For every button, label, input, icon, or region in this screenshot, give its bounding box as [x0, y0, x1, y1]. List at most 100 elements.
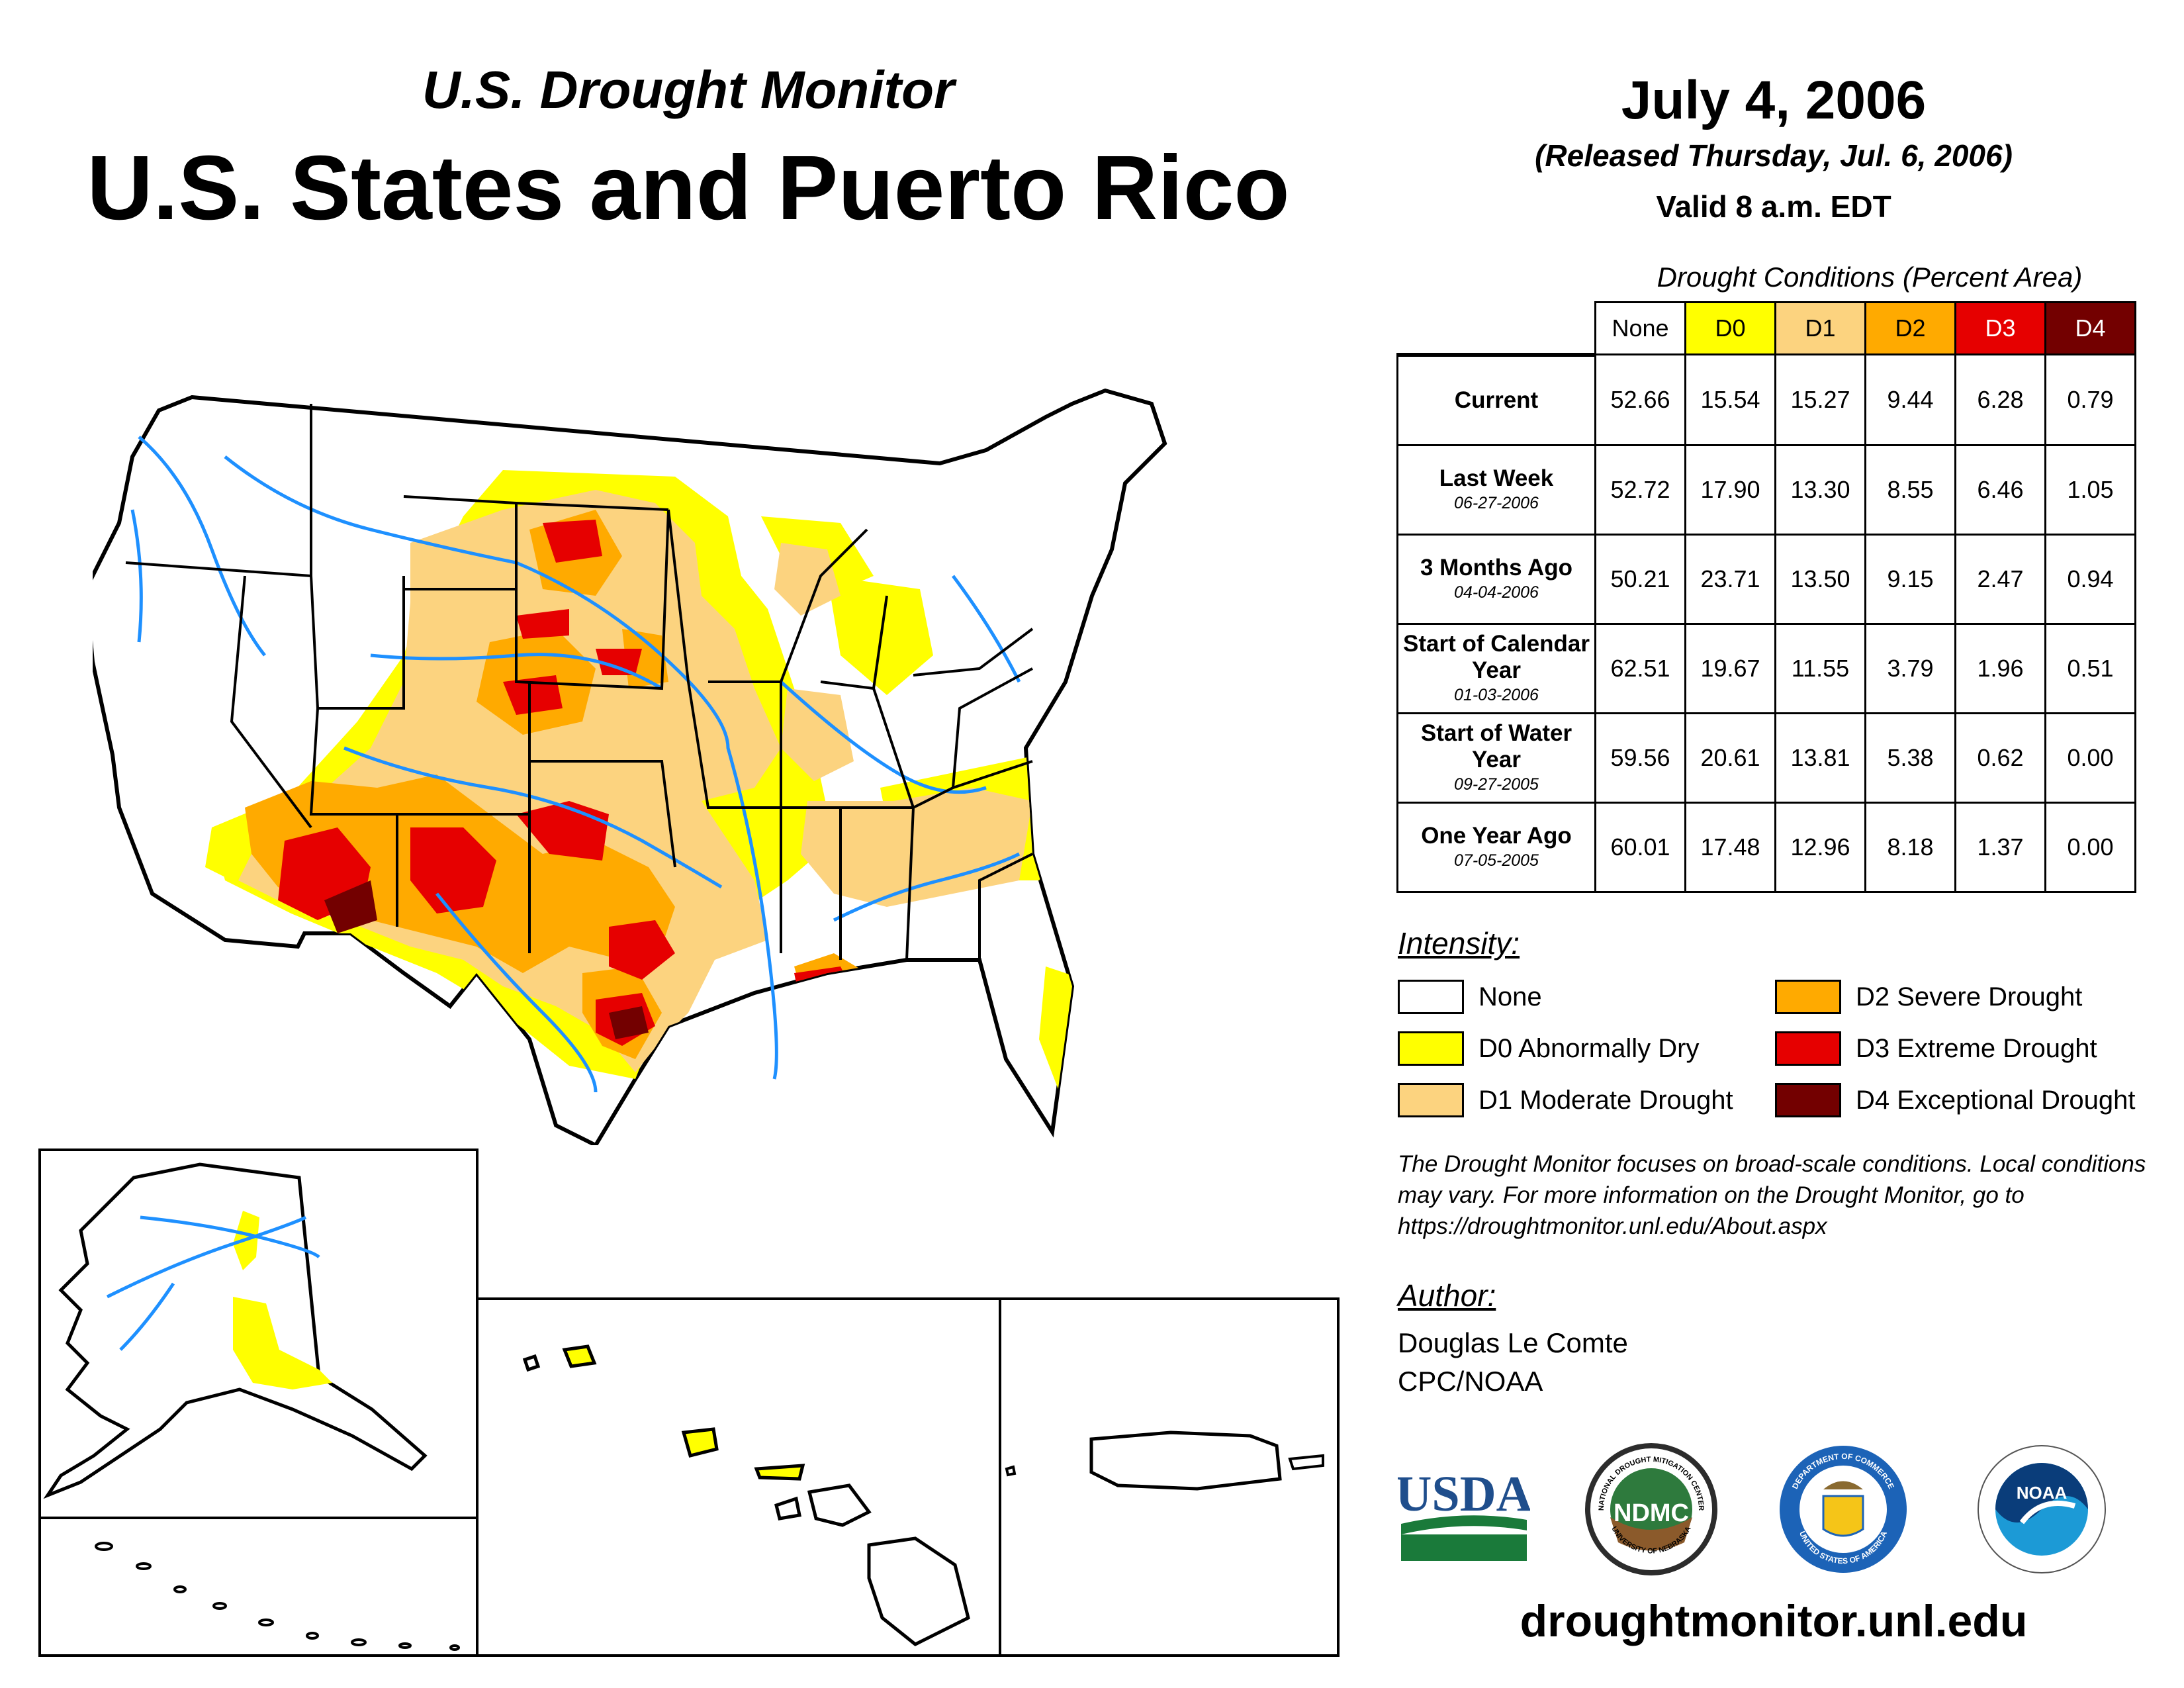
- row-label: Last Week 06-27-2006: [1396, 444, 1596, 536]
- svg-text:NDMC: NDMC: [1614, 1499, 1689, 1527]
- table-cell: 5.38: [1864, 712, 1956, 804]
- col-header-none: None: [1594, 301, 1686, 355]
- table-cell: 8.55: [1864, 444, 1956, 536]
- legend-swatch: [1398, 980, 1464, 1014]
- legend-swatch: [1398, 1083, 1464, 1117]
- legend-item-d3: D3 Extreme Drought: [1775, 1029, 2097, 1068]
- table-cell: 0.00: [2044, 712, 2136, 804]
- legend-swatch: [1775, 1031, 1841, 1066]
- legend-item-d0: D0 Abnormally Dry: [1398, 1029, 1699, 1068]
- row-label: Current: [1396, 353, 1596, 446]
- table-cell: 1.05: [2044, 444, 2136, 536]
- aleutians-inset: [38, 1517, 478, 1657]
- legend-item-d2: D2 Severe Drought: [1775, 978, 2082, 1016]
- table-row: Current 52.66 15.54 15.27 9.44 6.28 0.79: [1396, 353, 2136, 446]
- table-cell: 20.61: [1684, 712, 1776, 804]
- puerto-rico-inset: [999, 1297, 1340, 1657]
- row-label: Start of Calendar Year 01-03-2006: [1396, 622, 1596, 714]
- table-cell: 3.79: [1864, 622, 1956, 714]
- table-cell: 52.72: [1594, 444, 1686, 536]
- table-cell: 13.50: [1774, 533, 1866, 625]
- table-cell: 60.01: [1594, 801, 1686, 893]
- puerto-rico-map: [1005, 1430, 1324, 1491]
- table-cell: 6.28: [1954, 353, 2046, 446]
- author-org: CPC/NOAA: [1398, 1366, 1543, 1397]
- table-cell: 62.51: [1594, 622, 1686, 714]
- table-cell: 0.79: [2044, 353, 2136, 446]
- table-cell: 52.66: [1594, 353, 1686, 446]
- col-header-d1: D1: [1774, 301, 1866, 355]
- d4-areas: [324, 880, 649, 1039]
- table-row: Start of Water Year 09-27-2005 59.56 20.6…: [1396, 712, 2136, 804]
- d3-areas: [278, 520, 854, 1046]
- table-cell: 1.96: [1954, 622, 2046, 714]
- author-heading: Author:: [1398, 1278, 1496, 1313]
- table-cell: 50.21: [1594, 533, 1686, 625]
- rivers: [130, 436, 1021, 1093]
- table-row: Last Week 06-27-2006 52.72 17.90 13.30 8.…: [1396, 444, 2136, 536]
- legend-swatch: [1398, 1031, 1464, 1066]
- table-cell: 2.47: [1954, 533, 2046, 625]
- row-label: One Year Ago 07-05-2005: [1396, 801, 1596, 893]
- col-header-d2: D2: [1864, 301, 1956, 355]
- legend-heading: Intensity:: [1398, 926, 1520, 961]
- table-cell: 19.67: [1684, 622, 1776, 714]
- table-cell: 13.81: [1774, 712, 1866, 804]
- valid-time: Valid 8 a.m. EDT: [1656, 189, 1891, 224]
- drought-stats-table: None D0 D1 D2 D3 D4 Current 52.66 15.54 …: [1396, 301, 2136, 893]
- map-subtitle: U.S. Drought Monitor: [422, 60, 955, 119]
- hawaii-inset: [478, 1297, 1001, 1657]
- state-borders: [125, 404, 1034, 961]
- legend-item-none: None: [1398, 978, 1542, 1016]
- table-cell: 8.18: [1864, 801, 1956, 893]
- table-cell: 23.71: [1684, 533, 1776, 625]
- table-caption: Drought Conditions (Percent Area): [1657, 261, 2083, 293]
- release-date: (Released Thursday, Jul. 6, 2006): [1535, 138, 2013, 173]
- table-cell: 0.00: [2044, 801, 2136, 893]
- hawaii-map: [522, 1344, 970, 1646]
- author-name: Douglas Le Comte: [1398, 1327, 1628, 1358]
- conus-drought-map: [93, 388, 1167, 1145]
- col-header-d0: D0: [1684, 301, 1776, 355]
- svg-text:USDA: USDA: [1398, 1466, 1530, 1522]
- ndmc-logo: NDMC NATIONAL DROUGHT MITIGATION CENTER …: [1585, 1443, 1717, 1575]
- noaa-logo: NOAA: [1978, 1445, 2106, 1573]
- col-header-d3: D3: [1954, 301, 2046, 355]
- alaska-map: [43, 1162, 428, 1499]
- table-cell: 11.55: [1774, 622, 1866, 714]
- table-cell: 6.46: [1954, 444, 2046, 536]
- table-cell: 13.30: [1774, 444, 1866, 536]
- table-row: 3 Months Ago 04-04-2006 50.21 23.71 13.50…: [1396, 533, 2136, 625]
- commerce-logo: DEPARTMENT OF COMMERCE UNITED STATES OF …: [1780, 1446, 1907, 1573]
- row-label: Start of Water Year 09-27-2005: [1396, 712, 1596, 804]
- table-cell: 59.56: [1594, 712, 1686, 804]
- alaska-inset: [38, 1149, 478, 1519]
- footer-url[interactable]: droughtmonitor.unl.edu: [1520, 1596, 2028, 1646]
- svg-text:NOAA: NOAA: [2017, 1483, 2068, 1503]
- legend-item-d1: D1 Moderate Drought: [1398, 1081, 1733, 1119]
- map-date: July 4, 2006: [1621, 70, 1927, 130]
- table-cell: 15.54: [1684, 353, 1776, 446]
- table-header-row: None D0 D1 D2 D3 D4: [1397, 301, 2136, 357]
- legend-swatch: [1775, 1083, 1841, 1117]
- table-cell: 9.15: [1864, 533, 1956, 625]
- row-label: 3 Months Ago 04-04-2006: [1396, 533, 1596, 625]
- table-cell: 12.96: [1774, 801, 1866, 893]
- table-cell: 1.37: [1954, 801, 2046, 893]
- usda-logo: USDA: [1398, 1466, 1530, 1561]
- table-cell: 0.51: [2044, 622, 2136, 714]
- legend-item-d4: D4 Exceptional Drought: [1775, 1081, 2135, 1119]
- table-cell: 15.27: [1774, 353, 1866, 446]
- table-cell: 17.90: [1684, 444, 1776, 536]
- table-cell: 17.48: [1684, 801, 1776, 893]
- table-cell: 0.62: [1954, 712, 2046, 804]
- table-row: One Year Ago 07-05-2005 60.01 17.48 12.96…: [1396, 801, 2136, 893]
- author-block: Douglas Le Comte CPC/NOAA: [1398, 1324, 1628, 1401]
- table-row: Start of Calendar Year 01-03-2006 62.51 1…: [1396, 622, 2136, 714]
- col-header-d4: D4: [2044, 301, 2136, 355]
- table-cell: 9.44: [1864, 353, 1956, 446]
- disclaimer-note: The Drought Monitor focuses on broad-sca…: [1398, 1151, 2146, 1239]
- map-title: U.S. States and Puerto Rico: [87, 137, 1290, 239]
- legend-swatch: [1775, 980, 1841, 1014]
- table-cell: 0.94: [2044, 533, 2136, 625]
